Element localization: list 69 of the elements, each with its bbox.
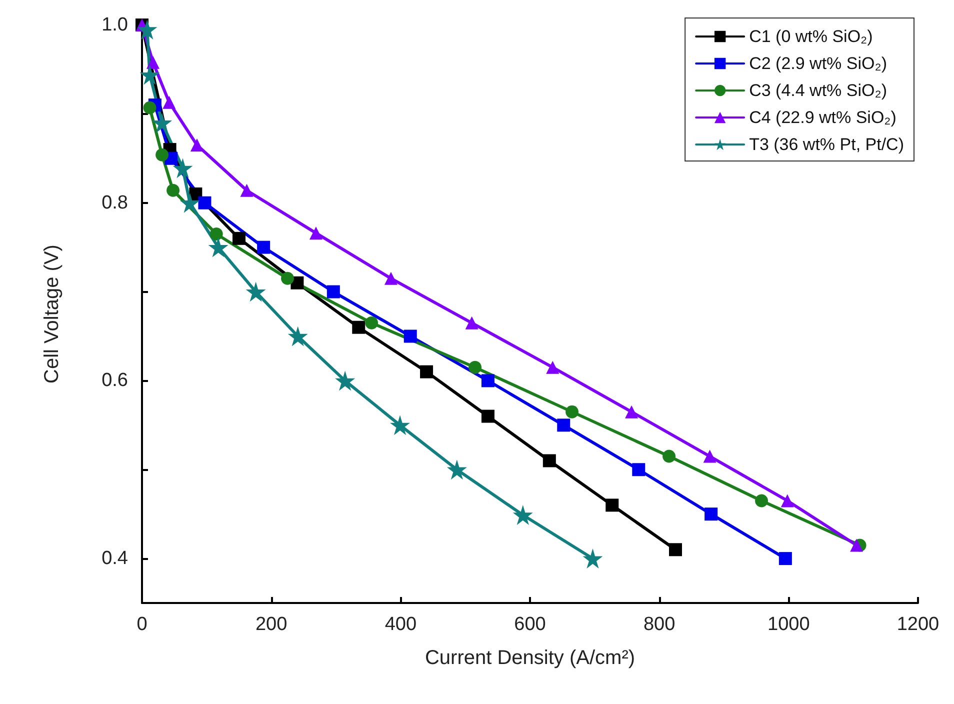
point xyxy=(582,548,603,569)
point xyxy=(446,460,467,480)
point xyxy=(703,450,716,463)
point xyxy=(780,494,794,508)
point xyxy=(778,552,792,566)
point xyxy=(606,498,619,512)
point xyxy=(288,326,308,346)
y-tick-label: 1.0 xyxy=(102,14,128,36)
point xyxy=(172,158,193,178)
point xyxy=(481,374,494,388)
point xyxy=(198,196,212,210)
point xyxy=(166,184,180,197)
point xyxy=(465,316,478,330)
point xyxy=(384,272,398,285)
point xyxy=(365,316,378,330)
point xyxy=(512,504,533,525)
y-axis-title: Cell Voltage (V) xyxy=(41,244,63,384)
point xyxy=(468,360,482,374)
y-tick-label: 0.6 xyxy=(102,370,128,392)
point xyxy=(152,112,172,133)
point xyxy=(156,148,169,162)
point xyxy=(281,272,294,285)
point xyxy=(240,184,254,197)
point xyxy=(404,330,417,343)
point xyxy=(481,410,494,423)
point xyxy=(180,192,200,213)
y-tick-label: 0.8 xyxy=(102,192,128,214)
x-tick-label: 200 xyxy=(255,614,288,635)
point xyxy=(632,463,646,476)
legend-label: T3 (36 wt% Pt, Pt/C) xyxy=(749,135,904,154)
point xyxy=(625,405,638,418)
point xyxy=(669,543,682,556)
point xyxy=(143,101,156,114)
point xyxy=(542,454,556,468)
point xyxy=(257,240,270,254)
legend-label: C2 (2.9 wt% SiO₂) xyxy=(749,54,887,73)
point xyxy=(546,360,560,374)
point xyxy=(704,508,718,521)
point xyxy=(335,370,356,391)
point xyxy=(146,56,160,69)
point xyxy=(662,450,676,463)
legend-label: C3 (4.4 wt% SiO₂) xyxy=(749,81,887,100)
point xyxy=(755,494,768,508)
point xyxy=(557,418,570,432)
point xyxy=(566,405,579,418)
point xyxy=(137,19,158,40)
point xyxy=(210,227,223,240)
point xyxy=(850,538,864,552)
point xyxy=(390,415,410,436)
point xyxy=(420,365,434,378)
x-tick-label: 1000 xyxy=(768,614,810,635)
point xyxy=(232,232,246,245)
x-axis-title: Current Density (A/cm²) xyxy=(424,647,636,669)
point xyxy=(352,320,366,334)
point xyxy=(190,138,204,152)
x-tick-label: 600 xyxy=(514,614,546,635)
point xyxy=(140,64,160,85)
x-tick-label: 800 xyxy=(643,614,676,635)
x-tick-label: 0 xyxy=(136,614,148,635)
point xyxy=(162,96,176,109)
x-tick-label: 400 xyxy=(384,614,417,635)
point xyxy=(326,285,340,298)
legend-label: C4 (22.9 wt% SiO₂) xyxy=(749,108,896,127)
legend-label: C1 (0 wt% SiO₂) xyxy=(749,27,873,46)
point xyxy=(246,282,266,302)
x-tick-label: 1200 xyxy=(896,614,940,635)
y-tick-label: 0.4 xyxy=(102,548,128,570)
point xyxy=(208,237,228,258)
point xyxy=(309,226,322,240)
